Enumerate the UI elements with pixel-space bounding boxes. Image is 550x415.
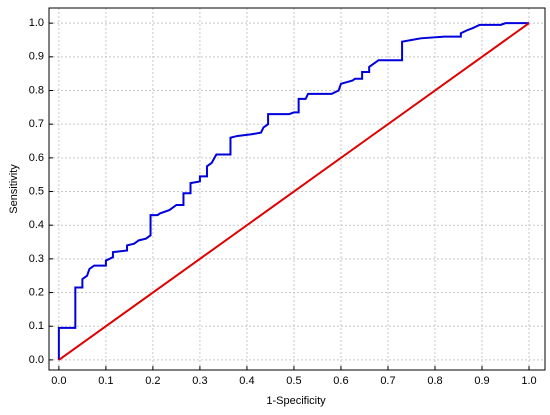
x-tick-label: 0.4 [239,375,254,387]
y-tick-label: 0.9 [29,51,44,63]
x-tick-label: 1.0 [521,375,536,387]
y-tick-label: 0.5 [29,185,44,197]
line-series [58,22,530,361]
line-series [57,22,530,360]
x-tick-label: 0.5 [286,375,301,387]
y-tick-label: 0.4 [29,219,44,231]
y-tick-label: 1.0 [29,17,44,29]
y-tick-label: 0.8 [29,84,44,96]
x-tick-label: 0.2 [145,375,160,387]
x-tick-label: 0.0 [51,375,66,387]
x-tick-label: 0.6 [333,375,348,387]
y-axis-label: Sensitivity [8,164,20,214]
x-tick-label: 0.7 [380,375,395,387]
x-axis-label: 1-Specificity [266,395,326,407]
y-tick-label: 0.7 [29,118,44,130]
y-tick-label: 0.1 [29,320,44,332]
x-tick-label: 0.3 [192,375,207,387]
y-tick-label: 0.6 [29,152,44,164]
y-tick-label: 0.2 [29,286,44,298]
y-tick-label: 0.3 [29,253,44,265]
x-tick-label: 0.9 [474,375,489,387]
plot-frame [48,7,546,371]
x-tick-label: 0.8 [427,375,442,387]
y-tick-label: 0.0 [29,354,44,366]
x-tick-label: 0.1 [98,375,113,387]
